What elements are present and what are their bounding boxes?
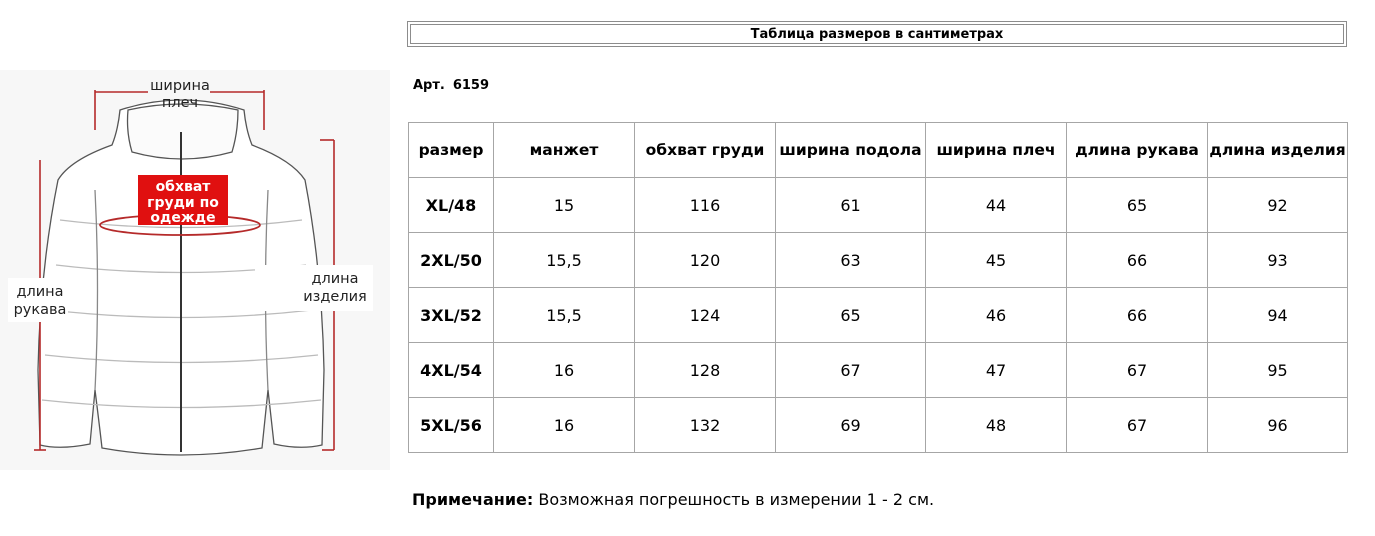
note-label: Примечание: [412, 490, 534, 509]
length-label-2: изделия [303, 289, 367, 305]
cell-product-length: 95 [1207, 342, 1348, 398]
cell-cuff: 15,5 [493, 232, 635, 288]
cell-chest: 120 [634, 232, 776, 288]
header-size: размер [408, 122, 494, 178]
cell-chest: 124 [634, 287, 776, 343]
cell-size: 4XL/54 [408, 342, 494, 398]
table-row: 3XL/52 15,5 124 65 46 66 94 [408, 287, 1348, 343]
header-product-length: длина изделия [1207, 122, 1348, 178]
cell-hem-width: 65 [775, 287, 926, 343]
cell-sleeve-length: 66 [1066, 287, 1208, 343]
jacket-measurement-diagram: ширина плеч обхват груди по одежде длина… [0, 70, 390, 470]
article-line: Арт. 6159 [413, 78, 489, 93]
cell-shoulder-width: 47 [925, 342, 1067, 398]
shoulder-label-1: ширина [150, 78, 210, 94]
shoulder-label-2: плеч [162, 95, 198, 111]
cell-size: 3XL/52 [408, 287, 494, 343]
length-label-1: длина [311, 271, 358, 287]
cell-hem-width: 67 [775, 342, 926, 398]
cell-product-length: 94 [1207, 287, 1348, 343]
cell-hem-width: 69 [775, 397, 926, 453]
header-hem-width: ширина подола [775, 122, 926, 178]
jacket-outline [37, 99, 325, 456]
cell-chest: 132 [634, 397, 776, 453]
header-cuff: манжет [493, 122, 635, 178]
cell-product-length: 92 [1207, 177, 1348, 233]
sleeve-label-1: длина [16, 284, 63, 300]
chest-label-3: одежде [150, 210, 215, 226]
cell-sleeve-length: 66 [1066, 232, 1208, 288]
note-text: Возможная погрешность в измерении 1 - 2 … [538, 490, 935, 509]
cell-product-length: 93 [1207, 232, 1348, 288]
sleeve-label-bg [8, 278, 68, 322]
table-row: 2XL/50 15,5 120 63 45 66 93 [408, 232, 1348, 288]
cell-sleeve-length: 65 [1066, 177, 1208, 233]
table-row: 5XL/56 16 132 69 48 67 96 [408, 397, 1348, 453]
cell-size: 5XL/56 [408, 397, 494, 453]
cell-size: 2XL/50 [408, 232, 494, 288]
cell-cuff: 15,5 [493, 287, 635, 343]
chest-label-2: груди по [147, 195, 219, 211]
table-row: XL/48 15 116 61 44 65 92 [408, 177, 1348, 233]
table-title: Таблица размеров в сантиметрах [410, 24, 1344, 44]
article-label: Арт. [413, 78, 445, 93]
cell-shoulder-width: 46 [925, 287, 1067, 343]
cell-cuff: 16 [493, 397, 635, 453]
cell-cuff: 15 [493, 177, 635, 233]
cell-chest: 116 [634, 177, 776, 233]
chest-label-box [138, 175, 228, 225]
cell-chest: 128 [634, 342, 776, 398]
note: Примечание: Возможная погрешность в изме… [412, 490, 934, 509]
cell-shoulder-width: 44 [925, 177, 1067, 233]
sleeve-label-2: рукава [14, 302, 67, 318]
length-label-bg [255, 265, 373, 311]
table-row: 4XL/54 16 128 67 47 67 95 [408, 342, 1348, 398]
cell-hem-width: 61 [775, 177, 926, 233]
cell-hem-width: 63 [775, 232, 926, 288]
cell-size: XL/48 [408, 177, 494, 233]
header-chest: обхват груди [634, 122, 776, 178]
cell-shoulder-width: 48 [925, 397, 1067, 453]
cell-product-length: 96 [1207, 397, 1348, 453]
table-title-box: Таблица размеров в сантиметрах [407, 21, 1347, 47]
cell-sleeve-length: 67 [1066, 397, 1208, 453]
cell-sleeve-length: 67 [1066, 342, 1208, 398]
header-sleeve-length: длина рукава [1066, 122, 1208, 178]
size-table: размер манжет обхват груди ширина подола… [408, 122, 1348, 453]
header-shoulder-width: ширина плеч [925, 122, 1067, 178]
chest-label-1: обхват [156, 179, 212, 195]
article-number: 6159 [452, 78, 490, 93]
table-header-row: размер манжет обхват груди ширина подола… [408, 122, 1348, 178]
cell-cuff: 16 [493, 342, 635, 398]
cell-shoulder-width: 45 [925, 232, 1067, 288]
